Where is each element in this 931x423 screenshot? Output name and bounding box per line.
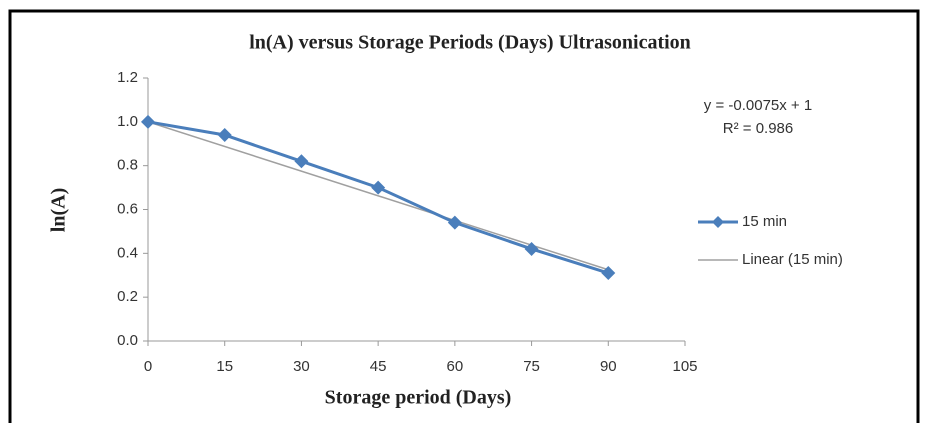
marker [371,180,386,195]
legend-label: Linear (15 min) [742,251,843,268]
marker [524,241,539,256]
x-tick-label: 105 [672,358,697,375]
y-axis-label: ln(A) [48,188,70,232]
legend-label: 15 min [742,213,787,230]
marker [601,266,616,281]
x-tick-label: 30 [293,358,310,375]
x-tick-label: 0 [144,358,152,375]
chart-frame [8,9,920,423]
marker [141,114,155,129]
x-tick-label: 90 [600,358,617,375]
y-tick-label: 1.0 [117,113,138,130]
chart-title: ln(A) versus Storage Periods (Days) Ultr… [249,32,691,54]
y-tick-label: 0.6 [117,200,138,217]
x-tick-label: 45 [370,358,387,375]
trendline [147,121,609,271]
x-axis-label: Storage period (Days) [325,387,512,409]
r-squared: R² = 0.986 [723,120,793,137]
marker [447,215,462,230]
marker [294,154,309,169]
marker [217,127,232,142]
y-tick-label: 1.2 [117,69,138,86]
trendline-equation: y = -0.0075x + 1 [704,97,812,114]
x-tick-label: 75 [523,358,540,375]
x-tick-label: 15 [216,358,233,375]
y-tick-label: 0.4 [117,244,138,261]
x-tick-label: 60 [447,358,464,375]
y-tick-label: 0.8 [117,157,138,174]
legend-marker [712,216,724,228]
y-tick-label: 0.0 [117,332,138,349]
y-tick-label: 0.2 [117,288,138,305]
